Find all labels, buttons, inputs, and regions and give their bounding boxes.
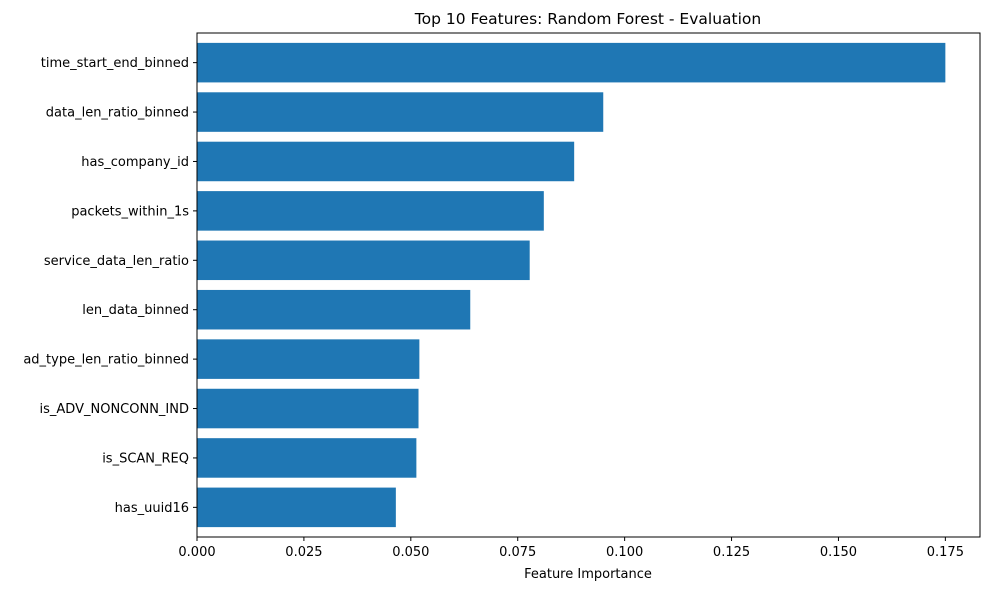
y-tick-label: has_company_id [81,155,189,170]
y-tick-label: is_ADV_NONCONN_IND [40,402,189,417]
bars-layer [197,42,946,528]
x-axis: 0.000 0.025 0.050 0.075 0.100 0.125 0.150 0.175 [178,537,964,560]
x-tick-label: 0.100 [606,545,643,560]
bar-time_start_end_binned [197,42,946,83]
bar-packets_within_1s [197,191,544,231]
y-tick-label: data_len_ratio_binned [46,106,189,121]
bar-has_uuid16 [197,487,396,528]
x-tick-label: 0.075 [499,545,536,560]
bar-has_company_id [197,141,575,182]
bar-data_len_ratio_binned [197,92,604,132]
bar-ad_type_len_ratio_binned [197,339,420,379]
y-axis: time_start_end_binned data_len_ratio_binn… [23,56,197,516]
y-tick-label: len_data_binned [82,303,189,318]
x-tick-label: 0.050 [392,545,429,560]
y-tick-label: has_uuid16 [115,501,189,516]
x-tick-label: 0.175 [927,545,964,560]
y-tick-label: packets_within_1s [71,204,189,219]
x-tick-label: 0.025 [285,545,322,560]
plot-frame [196,32,981,538]
x-tick-label: 0.125 [713,545,750,560]
bar-len_data_binned [197,289,471,330]
y-tick-label: is_SCAN_REQ [102,451,189,466]
bar-service_data_len_ratio [197,240,530,281]
x-axis-label: Feature Importance [524,567,652,582]
x-tick-label: 0.000 [178,545,215,560]
chart-title: Top 10 Features: Random Forest - Evaluat… [414,10,761,28]
bar-is_ADV_NONCONN_IND [197,388,419,429]
y-tick-label: service_data_len_ratio [44,254,189,269]
y-tick-label: time_start_end_binned [41,56,189,71]
y-tick-label: ad_type_len_ratio_binned [23,353,189,368]
bar-is_SCAN_REQ [197,438,417,478]
x-tick-label: 0.150 [820,545,857,560]
